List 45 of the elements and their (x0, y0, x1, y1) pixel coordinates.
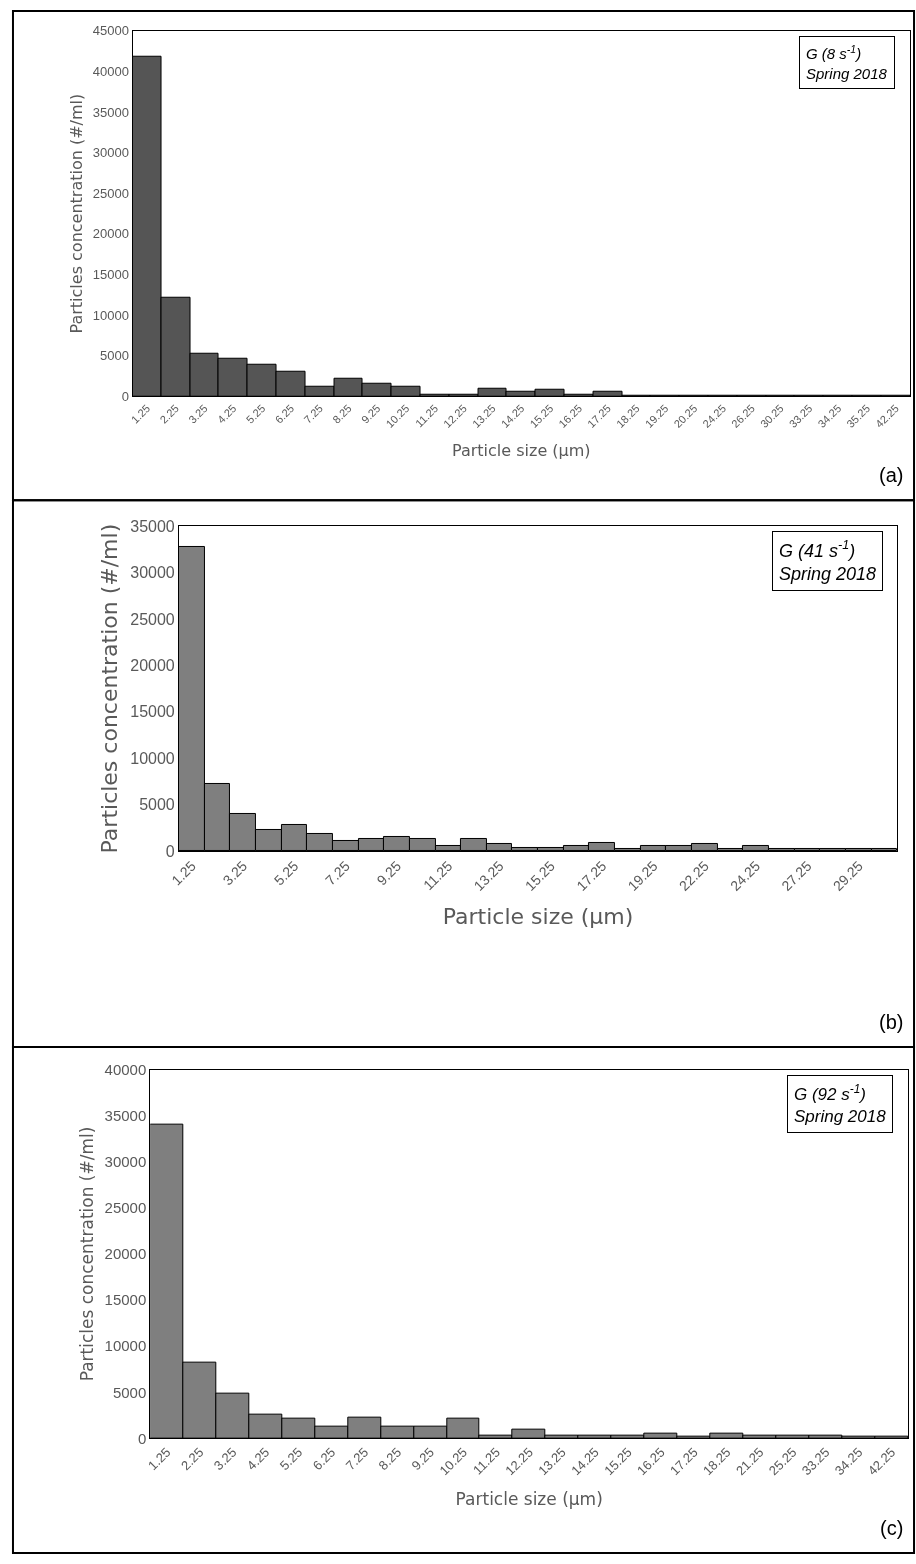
x-tick-label: 4.25 (243, 1444, 273, 1474)
y-tick-label: 10000 (130, 749, 175, 767)
y-tick-label: 30000 (104, 1153, 147, 1171)
text: (a) (879, 464, 904, 486)
x-tick-label: 7.25 (342, 1444, 372, 1474)
y-tick-label: 0 (137, 1429, 147, 1447)
y-tick-label: 5000 (100, 348, 129, 364)
y-tick-label: 10000 (104, 1337, 147, 1355)
y-tick-label: 35000 (92, 104, 129, 120)
y-tick-label: 35000 (104, 1106, 147, 1124)
y-tick-label: 25000 (92, 185, 129, 201)
y-axis-title: Particles concentration (#/ml) (66, 93, 86, 334)
y-tick-label: 10000 (92, 307, 129, 323)
y-tick-label: 40000 (104, 1060, 147, 1078)
y-tick-label: 20000 (104, 1245, 147, 1263)
y-tick-label: 15000 (130, 703, 175, 721)
y-tick-label: 5000 (139, 796, 175, 814)
y-tick-label: 25000 (104, 1199, 147, 1217)
text: (c) (880, 1517, 904, 1539)
y-tick-label: 45000 (92, 23, 129, 39)
x-axis-title: Particle size (µm) (455, 1488, 603, 1509)
y-axis-title: Particles concentration (#/ml) (77, 1126, 98, 1382)
annotation: G (8 s$^{-1}$) Spring 2018 (806, 43, 888, 82)
annotation: G (41 s$^{-1}$) Spring 2018 (779, 538, 877, 584)
y-tick-label: 30000 (92, 145, 129, 161)
text: (b) (879, 1011, 904, 1033)
y-tick-label: 15000 (92, 267, 129, 283)
x-tick-label: 6.25 (309, 1444, 339, 1474)
x-tick-label: 5.25 (276, 1444, 306, 1474)
annotation: G (92 s$^{-1}$) Spring 2018 (794, 1082, 887, 1127)
y-tick-label: 0 (121, 389, 129, 405)
x-tick-label: 7.25 (322, 857, 353, 889)
x-axis-title: Particle size (µm) (442, 903, 634, 929)
y-tick-label: 30000 (130, 564, 175, 582)
y-tick-label: 20000 (92, 226, 129, 242)
y-tick-label: 20000 (130, 656, 175, 674)
x-tick-label: 8.25 (375, 1444, 405, 1474)
y-tick-label: 5000 (112, 1383, 147, 1401)
y-tick-label: 40000 (92, 63, 129, 79)
y-tick-label: 35000 (130, 517, 175, 535)
y-tick-label: 15000 (104, 1291, 147, 1309)
x-axis-title: Particle size (µm) (452, 440, 591, 460)
y-tick-label: 25000 (130, 610, 175, 628)
y-tick-label: 0 (165, 842, 175, 860)
y-axis-title: Particles concentration (#/ml) (97, 523, 123, 854)
